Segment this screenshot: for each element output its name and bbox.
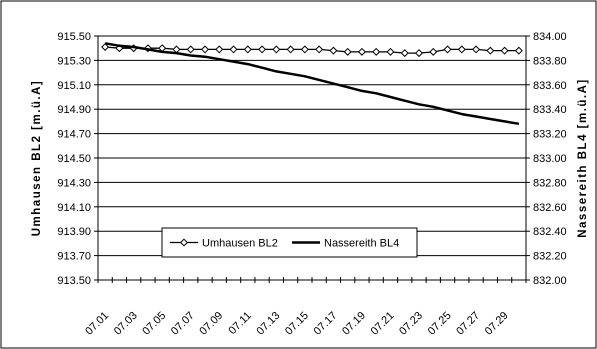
data-point [243,45,252,54]
y-left-tick-label: 914.30 [57,177,91,189]
y-left-tick-label: 914.90 [57,104,91,116]
y-right-tick-label: 832.00 [533,275,567,287]
y-left-tick-label: 914.70 [57,129,91,141]
data-point [429,47,438,56]
data-point [343,47,352,56]
y-axis-right-title: Nassereith BL4 [m.ü.A] [577,78,589,238]
y-left-tick-label: 915.50 [57,31,91,43]
y-left-tick-label: 913.50 [57,275,91,287]
series-line [104,42,520,126]
data-point [215,45,224,54]
data-point [372,47,381,56]
y-axis-left-title: Umhausen BL2 [m.ü.A] [31,80,43,237]
legend-item: Nassereith BL4 [292,238,399,250]
y-right-tick-label: 832.60 [533,202,567,214]
data-point [514,46,523,55]
y-left-tick-label: 913.90 [57,226,91,238]
y-left-tick-label: 914.50 [57,153,91,165]
legend: Umhausen BL2 Nassereith BL4 [161,227,418,258]
y-right-tick-label: 833.00 [533,153,567,165]
data-point [457,45,466,54]
legend-item: Umhausen BL2 [170,238,278,250]
legend-label: Umhausen BL2 [202,238,278,250]
data-point [200,45,210,54]
data-point [272,45,281,54]
y-right-tick-label: 833.40 [533,104,567,116]
grid-lines [98,59,526,257]
data-point [300,45,309,54]
y-left-tick-label: 914.10 [57,202,91,214]
data-point [101,42,110,51]
y-right-tick-label: 834.00 [533,31,567,43]
y-left-tick-label: 915.30 [57,55,91,67]
y-right-tick-label: 833.20 [533,129,567,141]
data-point [400,49,409,58]
y-right-tick-label: 833.60 [533,80,567,92]
data-point [357,47,366,56]
data-point [315,45,324,54]
data-point [386,47,395,56]
data-point [443,45,452,54]
data-point [229,45,238,54]
data-point [486,46,495,55]
legend-box [161,227,418,258]
y-left-tick-label: 913.70 [57,251,91,263]
series-2 [104,42,520,126]
data-point [500,46,509,55]
data-point [414,49,424,58]
legend-marker [179,238,189,247]
data-point [472,45,481,54]
y-right-tick-label: 832.80 [533,177,567,189]
series-layer [101,42,523,126]
data-point [286,45,295,54]
data-point [186,45,195,54]
y-left-tick-label: 915.10 [57,80,91,92]
y-right-tick-label: 833.80 [533,55,567,67]
data-point [258,45,267,54]
series-1 [101,42,523,58]
y-right-tick-label: 832.20 [533,251,567,263]
y-right-tick-label: 832.40 [533,226,567,238]
data-point [329,46,338,55]
legend-label: Nassereith BL4 [324,238,399,250]
